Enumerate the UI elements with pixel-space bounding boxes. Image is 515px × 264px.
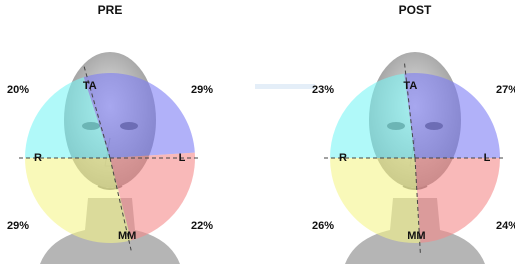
axis-annotation: MM — [118, 230, 136, 242]
axis-annotation: L — [484, 152, 491, 164]
pie-slice — [404, 73, 500, 158]
value-label: 23% — [312, 84, 334, 96]
axis-annotation: TA — [403, 80, 417, 92]
value-label: 26% — [312, 220, 334, 232]
value-label: 22% — [191, 220, 213, 232]
axis-annotation: MM — [407, 230, 425, 242]
smudge — [255, 84, 315, 89]
pie-slice — [415, 158, 500, 243]
pie-panel: 20% 29% 22% 29% TA MM R L PRE — [7, 3, 213, 264]
chart-title: PRE — [98, 3, 123, 17]
value-label: 20% — [7, 84, 29, 96]
value-label: 29% — [7, 220, 29, 232]
figure: 20% 29% 22% 29% TA MM R L PRE 23% 27% 24% 26% TA MM R L… — [0, 0, 515, 264]
axis-annotation: TA — [83, 80, 97, 92]
axis-annotation: L — [179, 152, 186, 164]
axis-annotation: R — [339, 152, 347, 164]
value-label: 29% — [191, 84, 213, 96]
pie-slice — [330, 74, 415, 158]
pie-panel: 23% 27% 24% 26% TA MM R L POST — [312, 3, 515, 264]
axis-annotation: R — [34, 152, 42, 164]
value-label: 24% — [496, 220, 515, 232]
value-label: 27% — [496, 84, 515, 96]
chart-title: POST — [399, 3, 432, 17]
